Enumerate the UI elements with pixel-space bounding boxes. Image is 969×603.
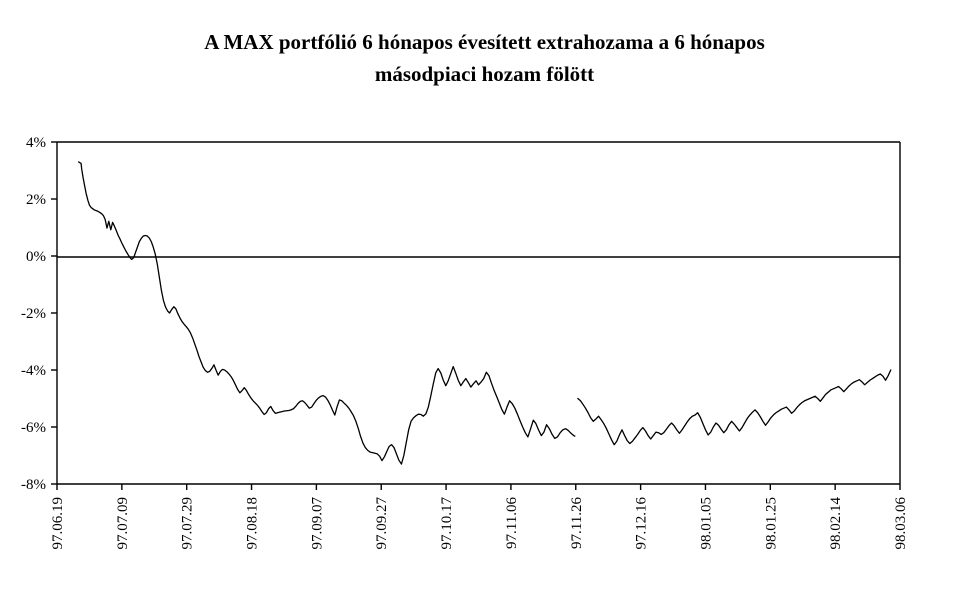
y-axis-ticks: 4% 2% 0% -2% -4% -6% -8% <box>21 135 57 493</box>
x-axis-tick-label: 97.07.29 <box>180 497 196 550</box>
x-axis-tick-label: 97.06.19 <box>50 497 66 550</box>
y-axis-tick-label: -2% <box>21 306 46 322</box>
axis-layer <box>56 141 901 485</box>
chart-title: A MAX portfólió 6 hónapos évesített extr… <box>0 26 969 90</box>
chart-title-line-1: A MAX portfólió 6 hónapos évesített extr… <box>204 30 765 54</box>
y-axis-tick-label: 0% <box>26 249 46 265</box>
chart-title-line-2: másodpiaci hozam fölött <box>374 62 595 86</box>
data-series-layer <box>78 161 892 465</box>
x-axis-tick-label: 97.10.17 <box>439 497 455 550</box>
x-axis-tick-label: 97.11.06 <box>504 497 520 549</box>
x-axis-tick-label: 98.01.25 <box>763 497 779 550</box>
y-axis-tick-label: -8% <box>21 477 46 493</box>
x-axis-tick-label: 98.03.06 <box>893 497 909 550</box>
x-axis-tick-label: 97.09.07 <box>309 497 325 550</box>
y-axis-tick-label: 2% <box>26 192 46 208</box>
x-axis-ticks: 97.06.19 97.07.09 97.07.29 97.08.18 97.09.07… <box>50 484 909 550</box>
x-axis-tick-label: 97.12.16 <box>634 497 650 550</box>
y-axis-tick-label: -4% <box>21 363 46 379</box>
x-axis-tick-label: 97.09.27 <box>374 497 390 550</box>
series-line-0 <box>78 161 576 465</box>
series-line-1 <box>577 369 892 446</box>
x-axis-tick-label: 98.02.14 <box>828 497 844 550</box>
x-axis-tick-label: 97.07.09 <box>115 497 131 550</box>
x-axis-tick-label: 98.01.05 <box>698 497 714 550</box>
y-axis-tick-label: 4% <box>26 135 46 151</box>
x-axis-tick-label: 97.11.26 <box>569 497 585 549</box>
y-axis-tick-label: -6% <box>21 420 46 436</box>
x-axis-tick-label: 97.08.18 <box>245 497 261 550</box>
